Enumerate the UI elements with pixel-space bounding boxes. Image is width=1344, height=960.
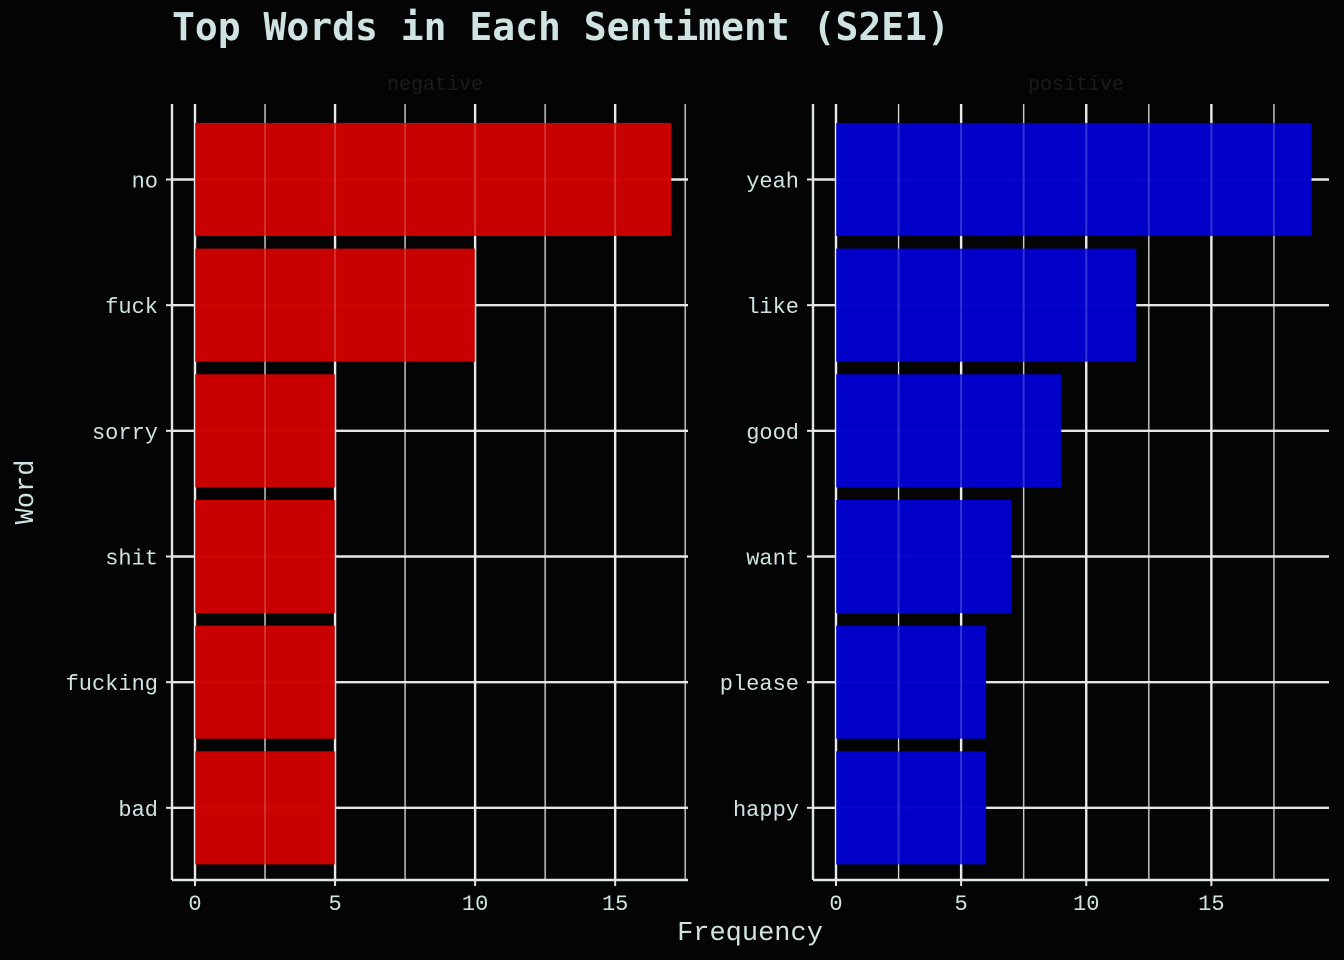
y-tick-label-yeah: yeah: [746, 170, 799, 195]
bar-no: [195, 122, 672, 237]
x-tick-label-15: 15: [1198, 892, 1224, 917]
x-tick-label-10: 10: [1073, 892, 1099, 917]
x-tick-label-0: 0: [829, 892, 842, 917]
y-tick-label-good: good: [746, 421, 799, 446]
panel-positive: positive yeah like good want please happy 0 5 10 1…: [720, 74, 1329, 917]
strip-label-negative: negative: [387, 74, 483, 97]
bar-sorry: [195, 374, 336, 488]
y-tick-label-want: want: [746, 547, 799, 572]
chart-title: Top Words in Each Sentiment (S2E1): [172, 5, 950, 49]
bar-fuck: [195, 248, 476, 362]
bar-happy: [836, 751, 987, 865]
y-tick-label-happy: happy: [733, 798, 799, 823]
bar-good: [836, 374, 1062, 488]
bar-want: [836, 499, 1012, 614]
x-tick-label-5: 5: [955, 892, 968, 917]
bar-please: [836, 625, 987, 739]
y-tick-label-shit: shit: [105, 547, 158, 572]
y-axis-label: Word: [12, 460, 42, 525]
y-tick-label-no: no: [132, 170, 158, 195]
bar-shit: [195, 499, 336, 614]
y-tick-label-sorry: sorry: [92, 421, 158, 446]
y-tick-label-please: please: [720, 672, 799, 697]
x-tick-label-0: 0: [188, 892, 201, 917]
x-tick-label-15: 15: [602, 892, 628, 917]
panel-negative: negative no fuck sorry shit fucking bad 0 5 10 15: [66, 74, 688, 917]
bar-yeah: [836, 122, 1312, 237]
x-axis-label: Frequency: [677, 919, 823, 949]
y-tick-label-like: like: [746, 295, 799, 320]
y-tick-label-fucking: fucking: [66, 672, 158, 697]
bar-fucking: [195, 625, 336, 739]
y-tick-label-fuck: fuck: [105, 295, 158, 320]
strip-label-positive: positive: [1028, 74, 1124, 97]
bar-like: [836, 248, 1137, 362]
x-tick-label-5: 5: [328, 892, 341, 917]
y-tick-label-bad: bad: [118, 798, 158, 823]
x-tick-label-10: 10: [462, 892, 488, 917]
bar-bad: [195, 751, 336, 865]
